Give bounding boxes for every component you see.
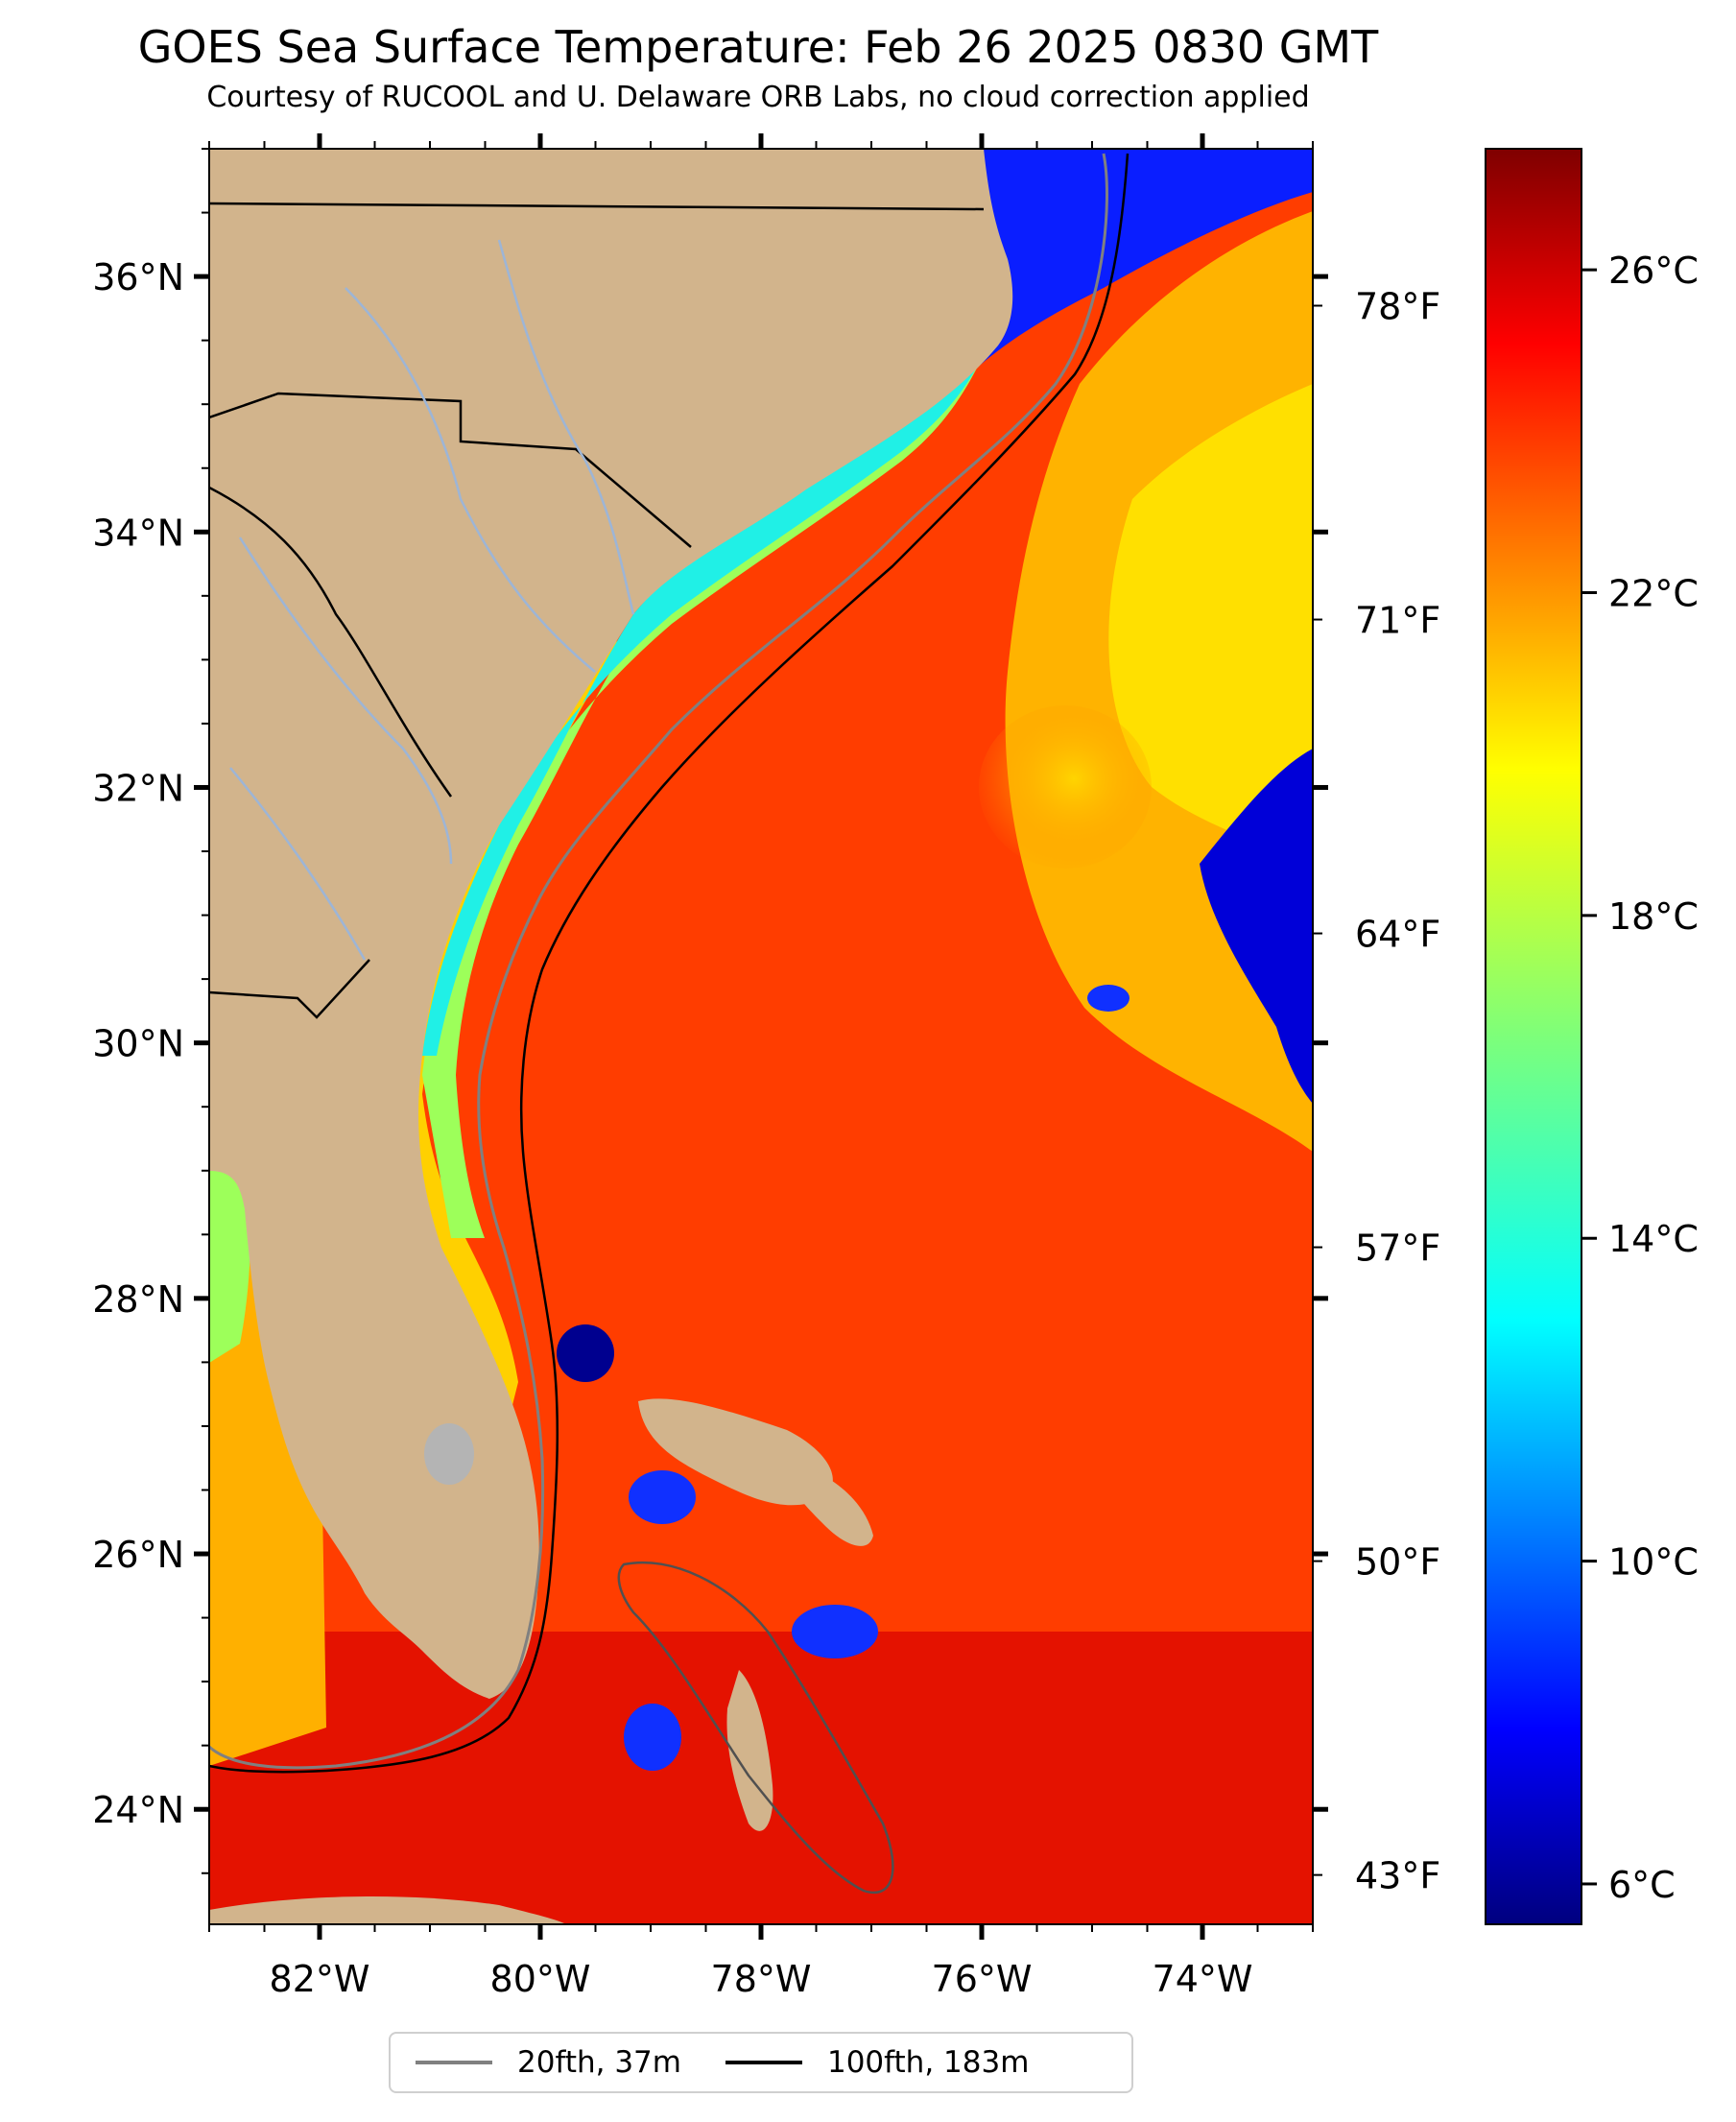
f-tick-label: 57°F — [1355, 1228, 1440, 1270]
lat-tick-label: 26°N — [92, 1534, 184, 1576]
sst-cold-east — [1200, 749, 1313, 1104]
colorbar-tick-label: 22°C — [1608, 573, 1699, 615]
f-tick-label: 50°F — [1355, 1541, 1440, 1584]
f-tick-label: 43°F — [1355, 1855, 1440, 1897]
lat-tick-label: 28°N — [92, 1278, 184, 1321]
isobath-legend: 20fth, 37m 100fth, 183m — [389, 2032, 1133, 2093]
land-abaco — [777, 1459, 873, 1546]
colorbar — [1485, 148, 1582, 1925]
rivers — [229, 239, 635, 961]
sst-cold-patch — [1087, 985, 1130, 1012]
legend-label: 20fth, 37m — [517, 2045, 681, 2080]
sst-cold-north — [952, 149, 1313, 384]
legend-item: 100fth, 183m — [725, 2045, 1029, 2080]
colorbar-axis: 26°C 22°C 18°C 14°C 10°C 6°C — [1581, 250, 1699, 1906]
lon-tick-label: 80°W — [490, 1958, 591, 2000]
f-tick-label: 71°F — [1355, 600, 1440, 642]
land-cuba — [209, 1895, 566, 1924]
latitude-axis: 24°N 26°N 28°N 30°N 32°N 34°N 36°N — [92, 148, 1328, 1874]
map-title: GOES Sea Surface Temperature: Feb 26 202… — [137, 21, 1379, 73]
lon-tick-label: 82°W — [270, 1958, 370, 2000]
sst-shelf-cyan-inner — [422, 346, 988, 1056]
colorbar-tick-label: 14°C — [1608, 1218, 1699, 1260]
legend-swatch — [416, 2061, 492, 2064]
lon-tick-label: 74°W — [1153, 1958, 1253, 2000]
f-tick-label: 64°F — [1355, 914, 1440, 956]
lon-tick-label: 78°W — [711, 1958, 812, 2000]
state-borders — [209, 202, 985, 1019]
legend-label: 100fth, 183m — [826, 2045, 1030, 2080]
f-tick-label: 78°F — [1355, 286, 1440, 328]
colorbar-tick-label: 18°C — [1608, 895, 1699, 938]
lon-tick-label: 76°W — [932, 1958, 1033, 2000]
lat-tick-label: 32°N — [92, 767, 184, 809]
sst-warm-eddy — [979, 705, 1152, 869]
longitude-axis: 82°W 80°W 78°W 76°W 74°W — [208, 133, 1314, 2000]
lake-okeechobee — [424, 1423, 474, 1485]
sst-cold-patch — [792, 1605, 878, 1658]
isobath-20fth — [209, 153, 1108, 1770]
land-grand-bahama — [638, 1398, 833, 1506]
legend-item: 20fth, 37m — [416, 2045, 681, 2080]
lat-tick-label: 30°N — [92, 1023, 184, 1065]
colorbar-tick-label: 26°C — [1608, 250, 1699, 292]
colorbar-tick-label: 6°C — [1608, 1864, 1676, 1906]
isobath-bahamas — [617, 1561, 894, 1895]
sst-gulf-green — [209, 1171, 251, 1363]
legend-swatch — [725, 2061, 802, 2064]
fahrenheit-axis: 78°F 71°F 64°F 57°F 50°F 43°F — [1313, 286, 1440, 1897]
sst-cold-patch — [624, 1704, 681, 1771]
lat-tick-label: 36°N — [92, 256, 184, 298]
sst-offshore-yellow-core — [1108, 384, 1313, 864]
isobath-100fth — [209, 153, 1130, 1774]
land-us-southeast — [209, 149, 1013, 1699]
map-subtitle: Courtesy of RUCOOL and U. Delaware ORB L… — [206, 81, 1310, 114]
lat-tick-label: 34°N — [92, 512, 184, 554]
lat-tick-label: 24°N — [92, 1789, 184, 1831]
sst-cold-patch — [629, 1470, 696, 1524]
colorbar-tick-label: 10°C — [1608, 1541, 1699, 1584]
sst-cold-patch — [557, 1324, 614, 1382]
